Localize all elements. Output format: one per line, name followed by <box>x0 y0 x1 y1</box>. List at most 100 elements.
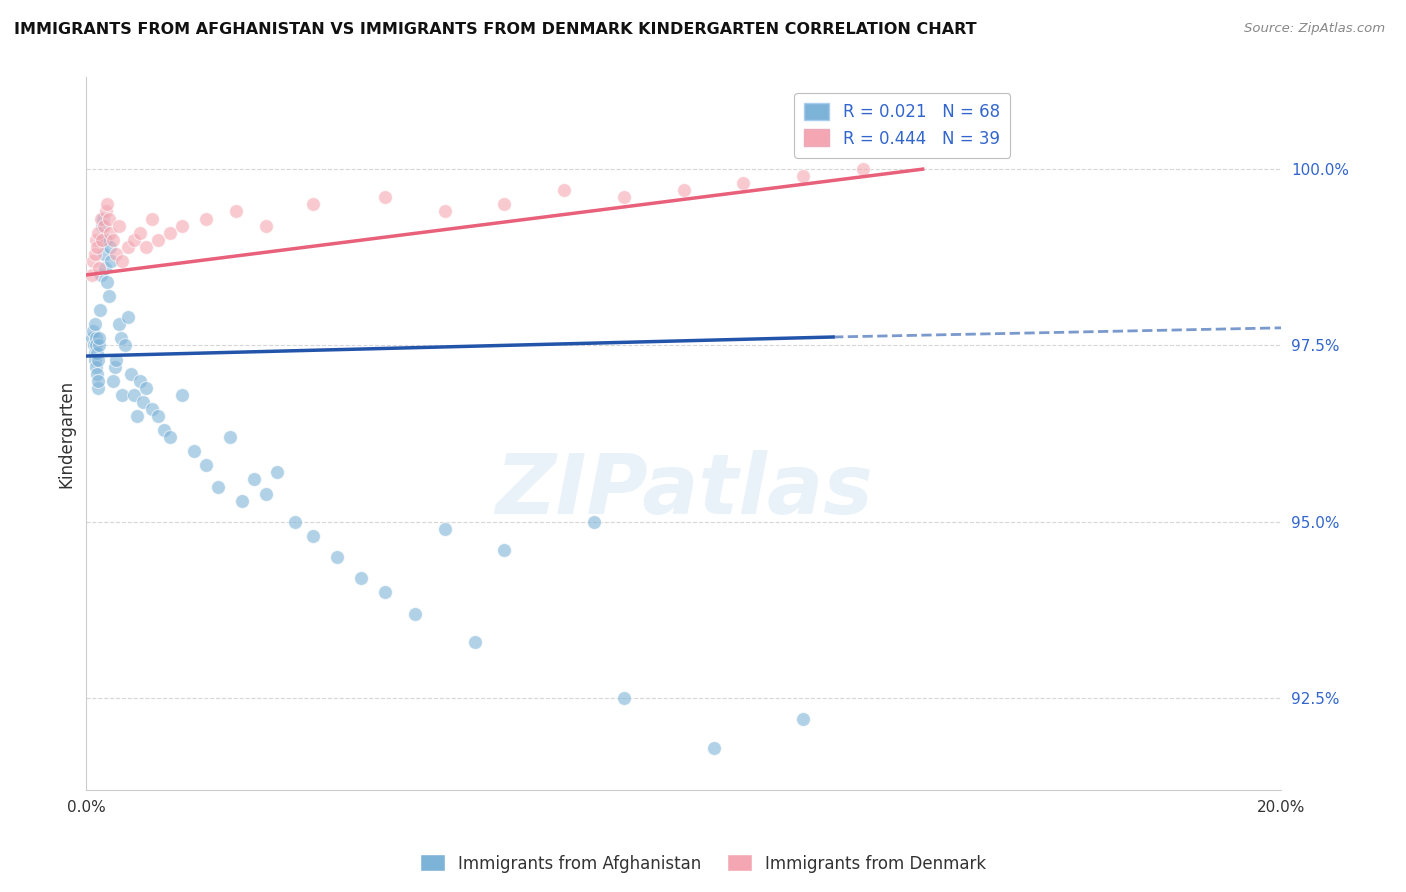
Point <box>91 219 114 233</box>
Point <box>110 331 132 345</box>
Point <box>89 331 111 345</box>
Point <box>170 388 193 402</box>
Point <box>583 515 606 529</box>
Point <box>90 211 112 226</box>
Point <box>733 176 755 190</box>
Point <box>89 260 111 275</box>
Point <box>159 430 181 444</box>
Point <box>231 493 253 508</box>
Point <box>120 367 142 381</box>
Legend: R = 0.021   N = 68, R = 0.444   N = 39: R = 0.021 N = 68, R = 0.444 N = 39 <box>794 93 1010 158</box>
Point <box>83 345 105 359</box>
Point <box>225 204 247 219</box>
Point <box>326 550 349 565</box>
Point <box>105 247 128 261</box>
Point <box>87 338 110 352</box>
Legend: Immigrants from Afghanistan, Immigrants from Denmark: Immigrants from Afghanistan, Immigrants … <box>413 847 993 880</box>
Point <box>122 233 145 247</box>
Point <box>792 169 814 184</box>
Point <box>94 233 117 247</box>
Point <box>404 607 426 621</box>
Point <box>100 253 122 268</box>
Point <box>111 388 134 402</box>
Text: Source: ZipAtlas.com: Source: ZipAtlas.com <box>1244 22 1385 36</box>
Point <box>194 211 217 226</box>
Point <box>98 289 121 303</box>
Point <box>114 338 136 352</box>
Point <box>90 233 112 247</box>
Point <box>613 691 636 706</box>
Point <box>141 211 163 226</box>
Point <box>117 240 139 254</box>
Point <box>86 338 108 352</box>
Point <box>374 585 396 599</box>
Point <box>146 233 169 247</box>
Point <box>84 331 107 345</box>
Point <box>111 253 134 268</box>
Point <box>91 211 114 226</box>
Point <box>84 318 107 332</box>
Point <box>98 240 121 254</box>
Point <box>159 226 181 240</box>
Point <box>553 183 575 197</box>
Point <box>86 367 108 381</box>
Point <box>125 409 148 423</box>
Point <box>108 219 131 233</box>
Point <box>83 338 105 352</box>
Point <box>83 247 105 261</box>
Point <box>194 458 217 473</box>
Point <box>254 219 277 233</box>
Point <box>218 430 240 444</box>
Point <box>91 233 114 247</box>
Point <box>104 359 127 374</box>
Point <box>117 310 139 325</box>
Point <box>94 204 117 219</box>
Point <box>254 486 277 500</box>
Point <box>433 522 456 536</box>
Point <box>129 374 152 388</box>
Point <box>98 211 121 226</box>
Point <box>82 268 104 282</box>
Point <box>672 183 695 197</box>
Point <box>141 401 163 416</box>
Point <box>433 204 456 219</box>
Point <box>82 253 104 268</box>
Point <box>350 571 373 585</box>
Point <box>86 359 108 374</box>
Point <box>87 226 110 240</box>
Point <box>105 352 128 367</box>
Point <box>108 318 131 332</box>
Point <box>302 529 325 543</box>
Point <box>96 197 118 211</box>
Point <box>89 303 111 318</box>
Point <box>84 352 107 367</box>
Point <box>266 466 288 480</box>
Point <box>494 197 516 211</box>
Point <box>703 740 725 755</box>
Point <box>87 374 110 388</box>
Point <box>284 515 307 529</box>
Point <box>613 190 636 204</box>
Point <box>135 240 157 254</box>
Point <box>82 324 104 338</box>
Point <box>96 275 118 289</box>
Point <box>135 381 157 395</box>
Point <box>494 543 516 558</box>
Point <box>207 479 229 493</box>
Point <box>170 219 193 233</box>
Point <box>101 233 124 247</box>
Point <box>792 712 814 726</box>
Point <box>82 331 104 345</box>
Point <box>242 473 264 487</box>
Point <box>129 226 152 240</box>
Point <box>84 233 107 247</box>
Point <box>183 444 205 458</box>
Y-axis label: Kindergarten: Kindergarten <box>58 380 75 488</box>
Point <box>101 374 124 388</box>
Point <box>374 190 396 204</box>
Point <box>93 219 115 233</box>
Point <box>94 260 117 275</box>
Text: ZIPatlas: ZIPatlas <box>495 450 873 531</box>
Point <box>122 388 145 402</box>
Point <box>90 268 112 282</box>
